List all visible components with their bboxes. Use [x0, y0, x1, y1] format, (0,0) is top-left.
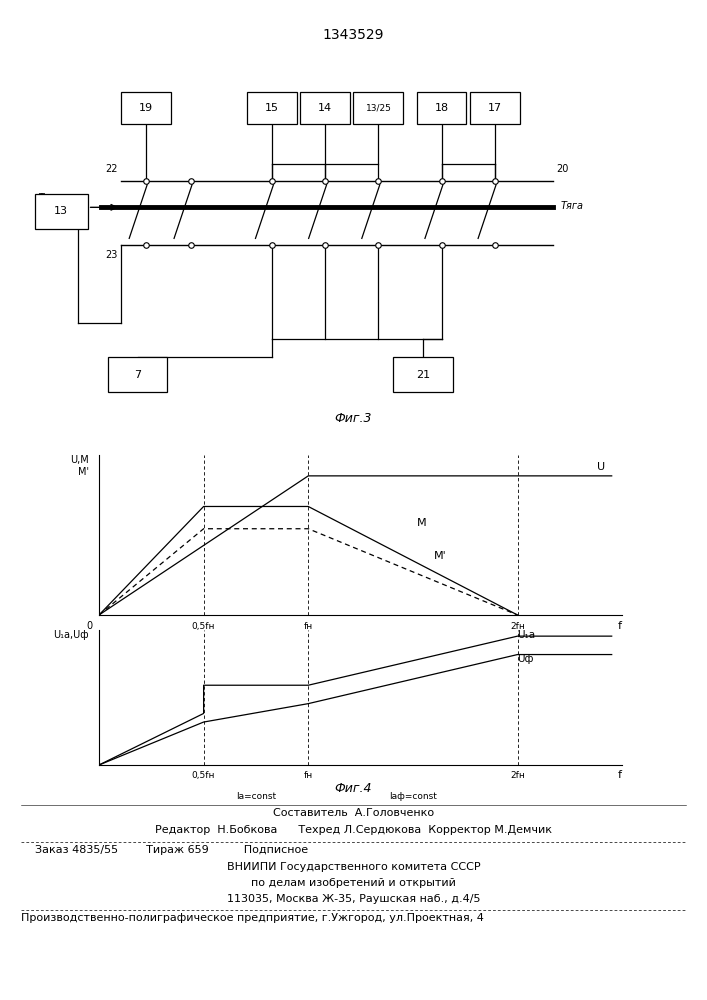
Bar: [393, 357, 453, 392]
Text: 0,5fн: 0,5fн: [192, 771, 216, 780]
Text: Фиг.4: Фиг.4: [334, 782, 373, 795]
Text: Редактор  Н.Бобкова      Техред Л.Сердюкова  Корректор М.Демчик: Редактор Н.Бобкова Техред Л.Сердюкова Ко…: [155, 825, 552, 835]
Bar: [107, 357, 168, 392]
Text: 13: 13: [54, 206, 68, 216]
Text: Iа=const: Iа=const: [236, 792, 276, 801]
Text: f: f: [618, 770, 622, 780]
Text: fн: fн: [303, 771, 313, 780]
Text: 1343529: 1343529: [323, 28, 384, 42]
Bar: [469, 92, 520, 124]
Text: 0,5fн: 0,5fн: [192, 622, 216, 631]
Text: Uф: Uф: [518, 654, 534, 664]
Text: 23: 23: [105, 250, 117, 260]
Text: 15: 15: [265, 103, 279, 113]
Text: 22: 22: [105, 164, 117, 174]
Bar: [247, 92, 297, 124]
Bar: [121, 92, 171, 124]
Text: 17: 17: [488, 103, 502, 113]
Text: Φ=const: Φ=const: [132, 643, 171, 652]
Text: Тяга: Тяга: [561, 201, 584, 211]
Text: 7: 7: [134, 370, 141, 380]
Text: Производственно-полиграфическое предприятие, г.Ужгород, ул.Проектная, 4: Производственно-полиграфическое предприя…: [21, 913, 484, 923]
Text: M': M': [434, 551, 447, 561]
Text: 113035, Москва Ж-35, Раушская наб., д.4/5: 113035, Москва Ж-35, Раушская наб., д.4/…: [227, 894, 480, 904]
Text: Составитель  А.Головченко: Составитель А.Головченко: [273, 808, 434, 818]
Text: f: f: [618, 621, 622, 631]
Text: M: M: [417, 518, 427, 528]
Text: 21: 21: [416, 370, 431, 380]
Text: U,M
M': U,M M': [70, 455, 88, 477]
Text: по делам изобретений и открытий: по делам изобретений и открытий: [251, 878, 456, 888]
Text: 19: 19: [139, 103, 153, 113]
Text: 20: 20: [556, 164, 568, 174]
Text: Заказ 4835/55        Тираж 659          Подписное: Заказ 4835/55 Тираж 659 Подписное: [35, 845, 308, 855]
Text: 2fн: 2fн: [510, 622, 525, 631]
Text: 13/25: 13/25: [366, 104, 392, 113]
Text: ВНИИПИ Государственного комитета СССР: ВНИИПИ Государственного комитета СССР: [227, 862, 480, 872]
Text: Торм: Торм: [38, 193, 63, 203]
Text: Iаф=const: Iаф=const: [389, 792, 437, 801]
Text: U: U: [597, 462, 605, 472]
Text: 2fн: 2fн: [510, 771, 525, 780]
Bar: [416, 92, 467, 124]
Bar: [300, 92, 350, 124]
Text: 0: 0: [86, 621, 93, 631]
Bar: [35, 194, 88, 229]
Text: U₁а,Uф: U₁а,Uф: [53, 630, 88, 640]
Text: Фиг.3: Фиг.3: [334, 412, 373, 425]
Text: U₁а: U₁а: [518, 630, 536, 640]
Text: fн: fн: [303, 622, 313, 631]
Text: U=const: U=const: [341, 643, 380, 652]
Text: 14: 14: [318, 103, 332, 113]
Bar: [354, 92, 403, 124]
Text: 18: 18: [435, 103, 449, 113]
